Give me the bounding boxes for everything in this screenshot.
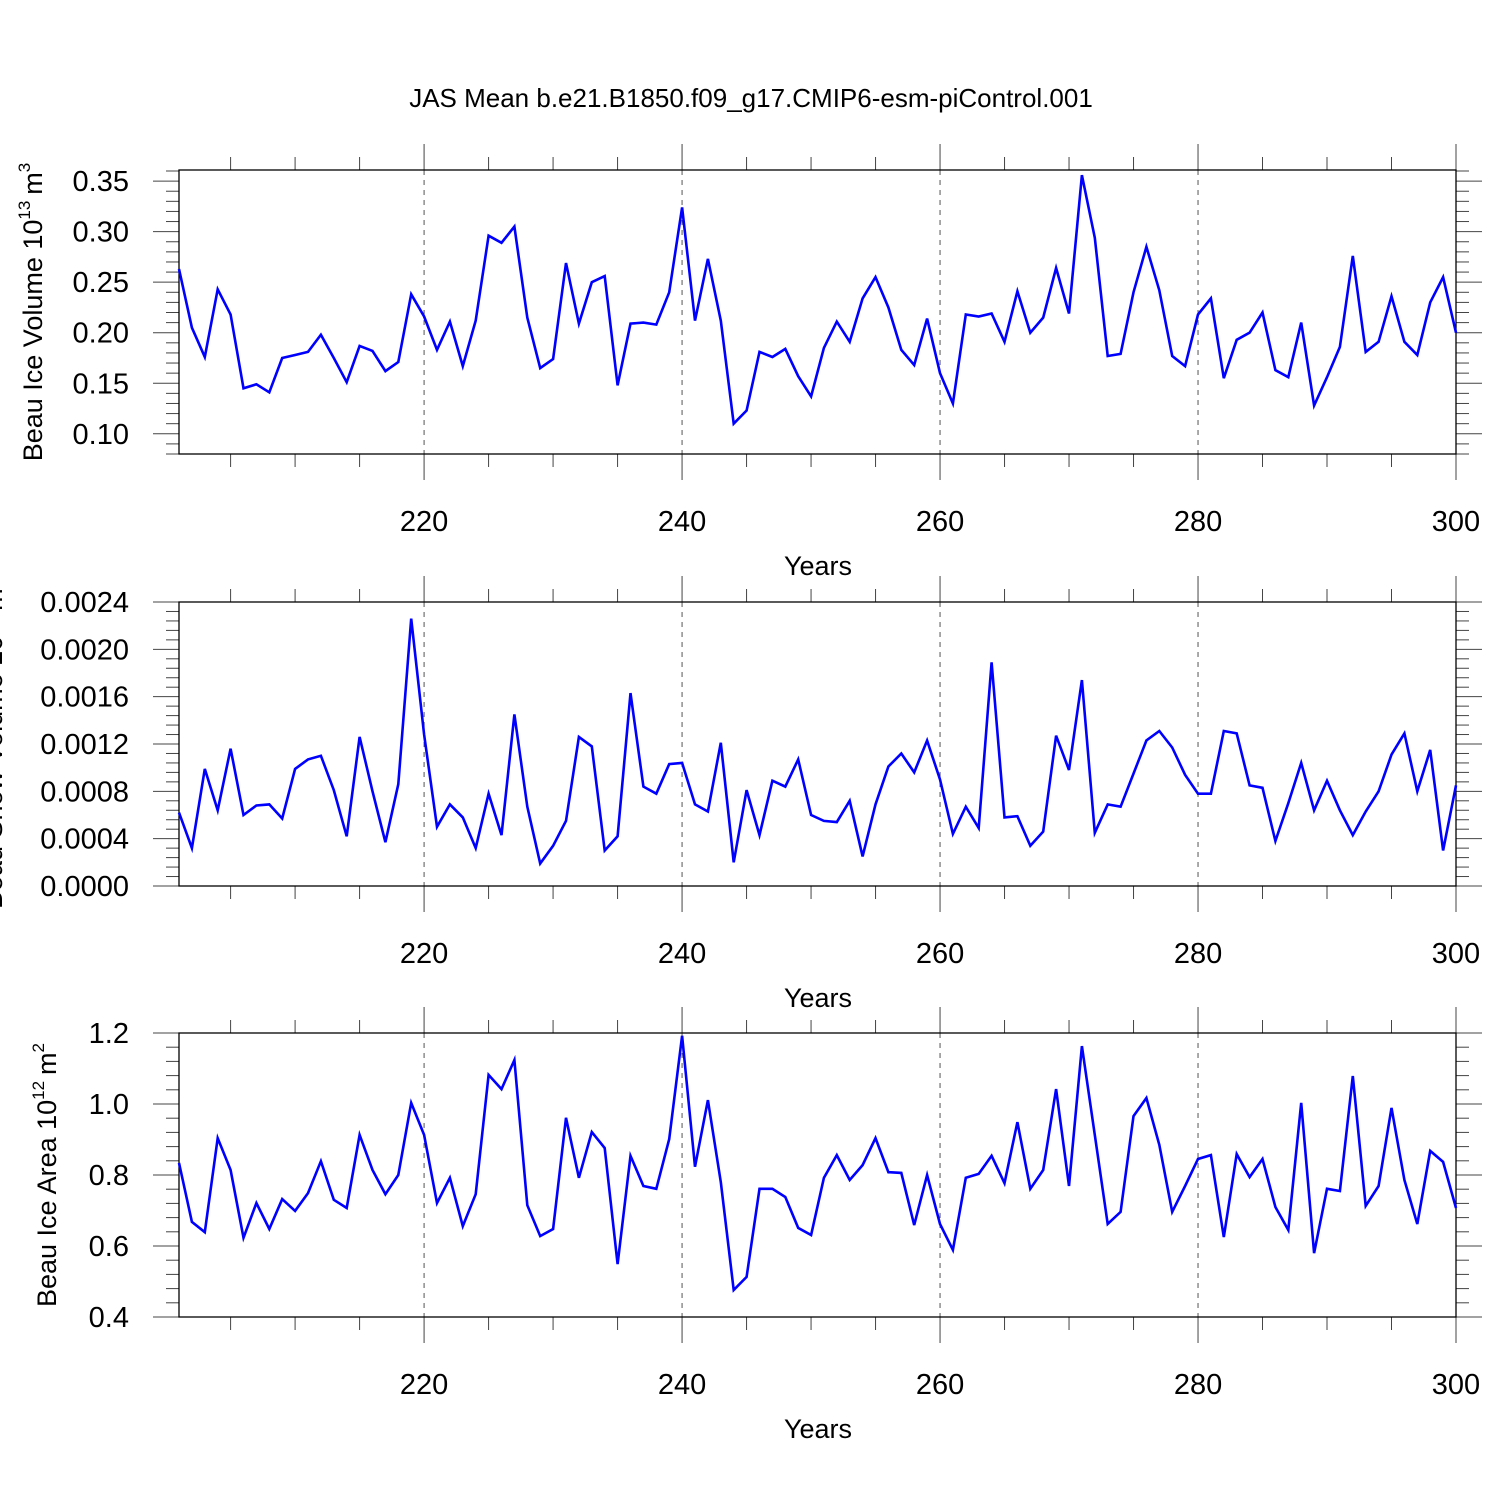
series-line (177, 1035, 1458, 1293)
x-axis-label: Years (784, 983, 852, 1013)
y-label-text: Beau Snow Volume 10 (0, 636, 8, 909)
x-tick-label: 280 (1174, 938, 1222, 970)
x-tick-label: 300 (1432, 1369, 1480, 1401)
x-tick-label: 260 (916, 938, 964, 970)
y-axis-label: Beau Ice Volume 1013 m3 (15, 163, 48, 462)
x-axis-label: Years (784, 1414, 852, 1444)
x-tick-label: 220 (400, 1369, 448, 1401)
y-tick-label: 1.2 (89, 1018, 129, 1050)
y-tick-label: 0.30 (73, 217, 129, 249)
y-tick-label: 0.0012 (40, 729, 129, 761)
x-tick-label: 220 (400, 506, 448, 538)
x-axis-label: Years (784, 551, 852, 581)
panel-3: 0.4 0.6 0.8 1.0 1.2 220 240 260 280 300 Years Beau … (29, 1007, 1482, 1444)
x-tick-label: 300 (1432, 938, 1480, 970)
x-tick-label: 300 (1432, 506, 1480, 538)
y-tick-label: 0.0020 (40, 634, 129, 666)
y-tick-label: 0.4 (89, 1302, 129, 1334)
y-label-text: Beau Ice Volume 10 (18, 220, 48, 462)
y-label-unit-exponent: 3 (15, 163, 34, 172)
y-label-exponent: 13 (15, 201, 34, 220)
y-tick-label: 0.0016 (40, 682, 129, 714)
y-tick-label: 0.35 (73, 166, 129, 198)
plot-frame (178, 169, 1457, 455)
y-axis-label: Beau Ice Area 1012 m2 (29, 1043, 62, 1307)
y-tick-label: 0.8 (89, 1160, 129, 1192)
y-tick-label: 0.0024 (40, 587, 129, 619)
panel-2: 0.0000 0.0004 0.0008 0.0012 0.0016 0.0020 0.00… (0, 576, 1482, 1013)
plot-frame (178, 1032, 1457, 1318)
x-tick-label: 260 (916, 506, 964, 538)
x-tick-label: 240 (658, 938, 706, 970)
y-tick-label: 0.0004 (40, 824, 129, 856)
y-label-unit: m (32, 1052, 62, 1075)
plot-frame (178, 601, 1457, 887)
y-tick-label: 0.6 (89, 1231, 129, 1263)
x-tick-label: 260 (916, 1369, 964, 1401)
y-label-unit: m (0, 588, 8, 611)
y-label-unit: m (18, 172, 48, 195)
x-tick-label: 220 (400, 938, 448, 970)
chart-title: JAS Mean b.e21.B1850.f09_g17.CMIP6-esm-p… (409, 83, 1093, 113)
y-tick-label: 0.0008 (40, 776, 129, 808)
panel-1: 0.10 0.15 0.20 0.25 0.30 0.35 220 240 260 280 300 Y… (15, 144, 1482, 581)
series-line (177, 618, 1458, 867)
y-tick-label: 1.0 (89, 1089, 129, 1121)
y-axis-label: Beau Snow Volume 1013m3 (0, 579, 8, 909)
y-label-text: Beau Ice Area 10 (32, 1100, 62, 1307)
y-label-exponent: 12 (29, 1081, 48, 1100)
x-tick-label: 280 (1174, 506, 1222, 538)
series-line (177, 174, 1458, 427)
y-tick-label: 0.15 (73, 368, 129, 400)
y-tick-label: 0.20 (73, 318, 129, 350)
x-tick-label: 240 (658, 1369, 706, 1401)
y-label-unit-exponent: 2 (29, 1043, 48, 1052)
x-tick-label: 280 (1174, 1369, 1222, 1401)
x-tick-label: 240 (658, 506, 706, 538)
y-tick-label: 0.25 (73, 267, 129, 299)
y-tick-label: 0.10 (73, 419, 129, 451)
y-tick-label: 0.0000 (40, 871, 129, 903)
